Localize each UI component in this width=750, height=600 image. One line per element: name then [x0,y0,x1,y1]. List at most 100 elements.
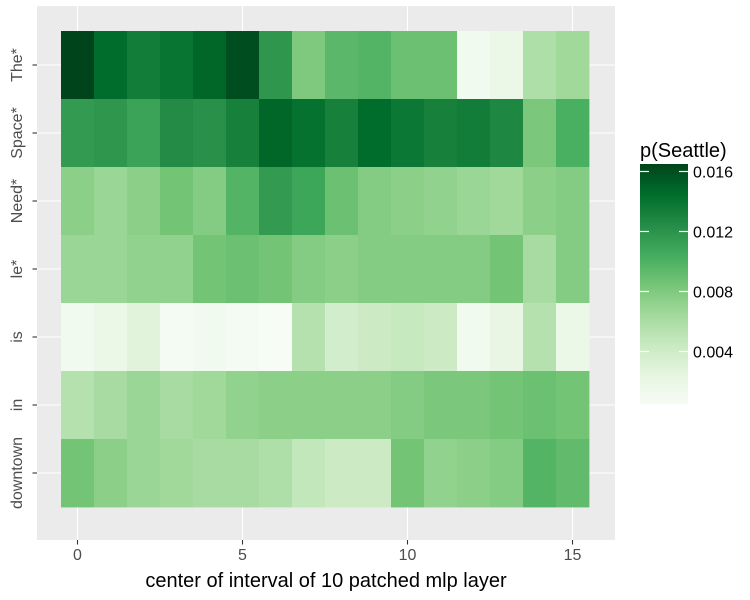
heatmap-cell [523,371,557,440]
heatmap-cell [556,99,590,168]
heatmap-cell [490,167,524,236]
heatmap-cell [127,371,161,440]
heatmap-cell [127,235,161,304]
y-tick-label: downtown [9,437,26,509]
heatmap-cell [127,167,161,236]
heatmap-cell [490,303,524,372]
heatmap-cell [259,31,293,100]
x-axis-title: center of interval of 10 patched mlp lay… [145,570,507,592]
x-tick-label: 10 [399,547,417,564]
heatmap-cell [292,235,326,304]
legend-tick-label: 0.004 [693,345,733,362]
heatmap-cell [292,167,326,236]
heatmap-cell [523,439,557,508]
heatmap-cell [457,167,491,236]
heatmap-cell [61,303,95,372]
heatmap-cell [61,371,95,440]
heatmap-cell [523,303,557,372]
heatmap-cells [61,31,590,508]
heatmap-cell [127,99,161,168]
heatmap-cell [226,31,260,100]
heatmap-cell [193,439,227,508]
heatmap-cell [358,99,392,168]
legend-title: p(Seattle) [640,140,727,162]
heatmap-cell [61,439,95,508]
legend-tick-label: 0.012 [693,225,733,242]
heatmap-cell [160,439,194,508]
heatmap-cell [193,99,227,168]
heatmap-cell [358,303,392,372]
heatmap-cell [556,235,590,304]
heatmap-cell [292,439,326,508]
heatmap-cell [457,439,491,508]
legend-tick-label: 0.008 [693,285,733,302]
heatmap-cell [193,235,227,304]
x-tick-label: 0 [73,547,82,564]
heatmap-cell [424,439,458,508]
heatmap-cell [391,31,425,100]
heatmap-cell [556,167,590,236]
heatmap-cell [94,235,128,304]
heatmap-cell [61,167,95,236]
heatmap-cell [259,303,293,372]
heatmap-cell [193,167,227,236]
heatmap-cell [358,167,392,236]
heatmap-cell [391,439,425,508]
heatmap-cell [160,167,194,236]
heatmap-cell [226,99,260,168]
legend: p(Seattle) 0.004 0.008 0.012 0.016 [640,140,733,404]
heatmap-cell [160,235,194,304]
heatmap-cell [391,99,425,168]
heatmap-cell [490,31,524,100]
heatmap-cell [226,371,260,440]
heatmap-cell [259,235,293,304]
heatmap-cell [556,439,590,508]
heatmap-cell [127,31,161,100]
heatmap-cell [358,439,392,508]
heatmap-cell [94,303,128,372]
heatmap-cell [523,99,557,168]
heatmap-cell [457,31,491,100]
heatmap-cell [523,31,557,100]
heatmap-cell [358,31,392,100]
heatmap-cell [391,303,425,372]
heatmap-cell [259,167,293,236]
heatmap-cell [325,31,359,100]
legend-colorbar [640,164,688,404]
heatmap-cell [457,235,491,304]
heatmap-cell [457,99,491,168]
legend-tick-label: 0.016 [693,165,733,182]
heatmap-cell [556,371,590,440]
heatmap-cell [61,235,95,304]
heatmap-cell [94,167,128,236]
heatmap-cell [160,31,194,100]
heatmap-cell [160,99,194,168]
heatmap-cell [523,235,557,304]
heatmap-cell [556,31,590,100]
y-tick-label: The* [9,48,26,82]
heatmap-cell [292,371,326,440]
heatmap-cell [259,371,293,440]
heatmap-cell [325,439,359,508]
heatmap-cell [490,235,524,304]
heatmap-cell [193,303,227,372]
heatmap-cell [160,371,194,440]
heatmap-cell [193,371,227,440]
heatmap-cell [61,99,95,168]
heatmap-cell [358,235,392,304]
heatmap-cell [226,167,260,236]
heatmap-cell [226,303,260,372]
heatmap-cell [325,167,359,236]
heatmap-cell [259,99,293,168]
heatmap-cell [292,303,326,372]
heatmap-cell [391,371,425,440]
heatmap-cell [325,371,359,440]
heatmap-cell [424,303,458,372]
heatmap-cell [391,235,425,304]
heatmap-cell [556,303,590,372]
y-tick-label: is [9,331,26,343]
heatmap-cell [457,371,491,440]
heatmap-cell [424,371,458,440]
heatmap-cell [325,303,359,372]
